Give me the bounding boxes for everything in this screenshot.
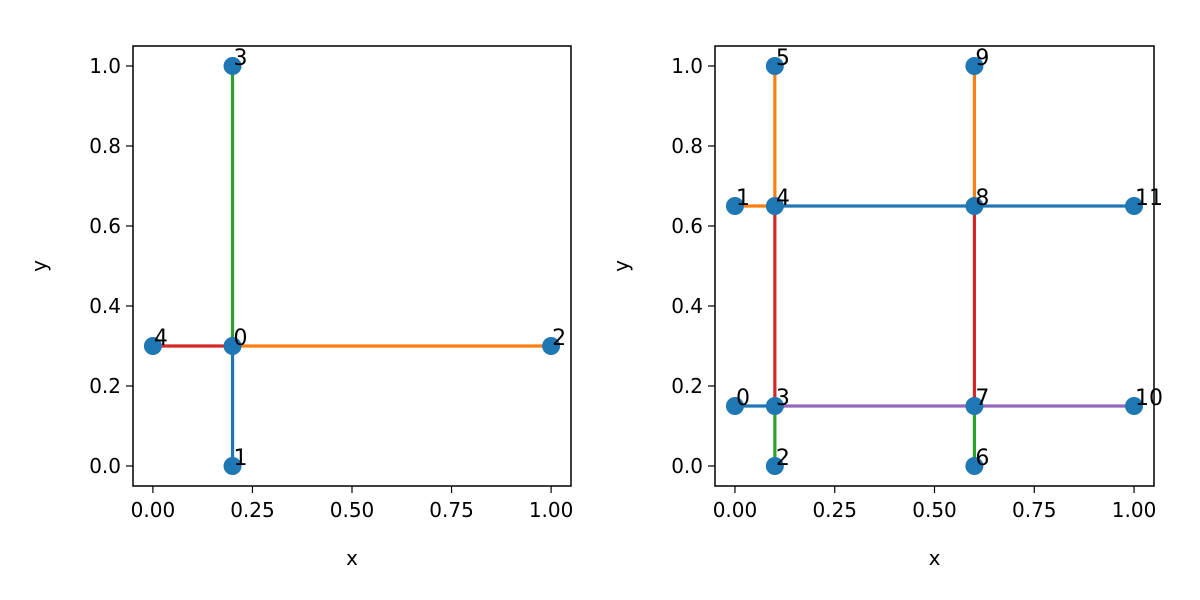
x-tick-label: 0.75 [429, 498, 474, 522]
y-tick-label: 0.4 [89, 294, 121, 318]
graph-node-label: 5 [776, 46, 790, 71]
graph-node-label: 0 [736, 386, 750, 411]
graph-node-point [765, 197, 784, 215]
graph-node-point [965, 57, 984, 75]
graph-node-point [1125, 397, 1144, 415]
y-tick-label: 0.0 [671, 454, 703, 478]
x-tick-label: 0.25 [812, 498, 857, 522]
y-tick-label: 0.0 [89, 454, 121, 478]
y-tick-label: 0.2 [89, 374, 121, 398]
graph-node-label: 1 [736, 186, 750, 211]
x-tick-label: 1.00 [1112, 498, 1157, 522]
right-chart: 0.00 0.25 0.50 0.75 1.00 0.0 0.2 0.4 0.6 0.8 1.0 x y… [609, 45, 1163, 570]
graph-node-label: 3 [234, 46, 248, 71]
graph-node-point [725, 197, 744, 215]
x-tick-label: 0.00 [713, 498, 758, 522]
graph-node-label: 0 [234, 326, 248, 351]
graph-node-label: 6 [975, 446, 989, 471]
graph-node-point [223, 57, 242, 75]
left-chart: 0.00 0.25 0.50 0.75 1.00 0.0 0.2 0.4 0.6 0.8 1.0 x y… [27, 45, 574, 570]
y-tick-label: 1.0 [89, 54, 121, 78]
graph-node-label: 2 [776, 446, 790, 471]
graph-node-point [1125, 197, 1144, 215]
graph-node-label: 8 [975, 186, 989, 211]
graph-node-point [542, 337, 561, 355]
graph-node-point [765, 397, 784, 415]
graph-node-label: 7 [975, 386, 989, 411]
graph-node-label: 4 [154, 326, 168, 351]
graph-node-label: 9 [975, 46, 989, 71]
x-tick-label: 0.50 [330, 498, 375, 522]
graph-node-point [223, 337, 242, 355]
graph-node-point [223, 457, 242, 475]
x-tick-label: 0.50 [912, 498, 957, 522]
x-tick-label: 0.75 [1012, 498, 1057, 522]
y-axis-label: y [609, 260, 633, 272]
x-axis-label: x [346, 546, 358, 570]
x-axis-label: x [929, 546, 941, 570]
graph-node-label: 11 [1135, 186, 1163, 211]
graph-node-label: 10 [1135, 386, 1163, 411]
graph-node-label: 2 [552, 326, 566, 351]
x-tick-label: 1.00 [529, 498, 574, 522]
graph-node-point [965, 197, 984, 215]
graph-node-point [143, 337, 162, 355]
graph-node-point [965, 397, 984, 415]
y-tick-label: 0.2 [671, 374, 703, 398]
x-tick-label: 0.00 [131, 498, 176, 522]
graph-node-point [765, 457, 784, 475]
x-tick-label: 0.25 [230, 498, 275, 522]
y-tick-label: 0.6 [671, 214, 703, 238]
graph-node-point [765, 57, 784, 75]
y-tick-label: 0.8 [671, 134, 703, 158]
y-tick-label: 1.0 [671, 54, 703, 78]
y-tick-label: 0.8 [89, 134, 121, 158]
plot-frame [132, 45, 572, 487]
graph-node-point [725, 397, 744, 415]
graph-node-label: 1 [234, 446, 248, 471]
graph-node-label: 3 [776, 386, 790, 411]
graph-node-point [965, 457, 984, 475]
y-tick-label: 0.6 [89, 214, 121, 238]
graph-node-label: 4 [776, 186, 790, 211]
y-axis-label: y [27, 260, 51, 272]
y-tick-label: 0.4 [671, 294, 703, 318]
plot-frame [714, 45, 1155, 487]
